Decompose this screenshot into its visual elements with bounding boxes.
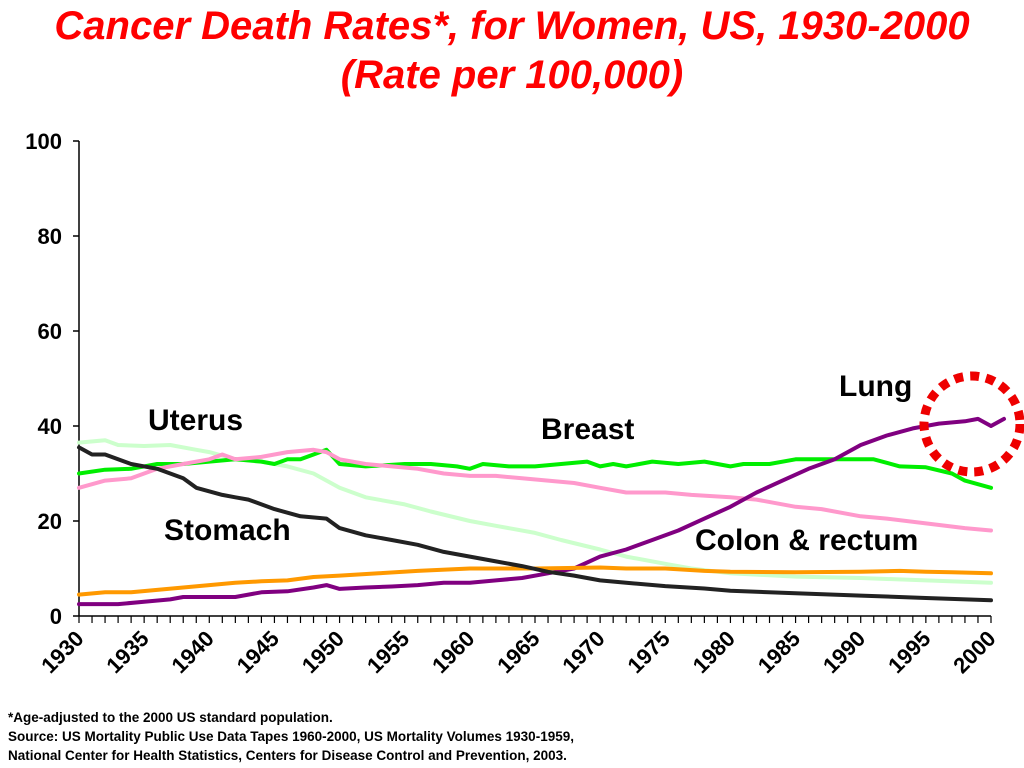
series-line-colon-rectum: [77, 447, 993, 533]
y-tick-label: 20: [38, 509, 62, 534]
annotation-stomach: Stomach: [164, 514, 291, 547]
y-tick-label: 0: [50, 604, 62, 629]
x-tick-label: 1955: [362, 626, 414, 678]
series-line-colon-rectum-orange: [77, 565, 993, 597]
annotation-uterus: Uterus: [148, 404, 243, 437]
annotation-breast: Breast: [541, 413, 634, 446]
footnote-line-2: Source: US Mortality Public Use Data Tap…: [8, 729, 574, 744]
x-tick-label: 1985: [753, 626, 805, 678]
x-tick-label: 1970: [557, 626, 609, 678]
x-tick-label: 1965: [492, 626, 544, 678]
series-line-stomach: [77, 445, 993, 603]
x-tick-label: 1990: [818, 626, 870, 678]
chart-title: Cancer Death Rates*, for Women, US, 1930…: [54, 4, 970, 97]
x-tick-label: 1945: [232, 626, 284, 678]
x-tick-label: 1960: [427, 626, 479, 678]
y-tick-label: 100: [25, 129, 62, 154]
annotation-lung: Lung: [839, 370, 912, 403]
footnote-line-1: *Age-adjusted to the 2000 US standard po…: [8, 710, 333, 725]
x-tick-label: 1930: [36, 626, 88, 678]
series-line-breast: [77, 447, 993, 490]
footnote-line-3: National Center for Health Statistics, C…: [8, 748, 567, 763]
y-tick-label: 60: [38, 319, 62, 344]
y-tick-label: 80: [38, 224, 62, 249]
x-tick-label: 1950: [297, 626, 349, 678]
annotation-colon-rectum: Colon & rectum: [695, 524, 918, 557]
x-tick-label: 1980: [688, 626, 740, 678]
x-tick-label: 2000: [948, 626, 1000, 678]
y-tick-label: 40: [38, 414, 62, 439]
x-tick-label: 1940: [167, 626, 219, 678]
highlight-circle: [919, 371, 1024, 477]
footnote: *Age-adjusted to the 2000 US standard po…: [8, 708, 574, 765]
x-tick-label: 1995: [883, 626, 935, 678]
x-tick-label: 1975: [623, 626, 675, 678]
x-tick-label: 1935: [101, 626, 153, 678]
